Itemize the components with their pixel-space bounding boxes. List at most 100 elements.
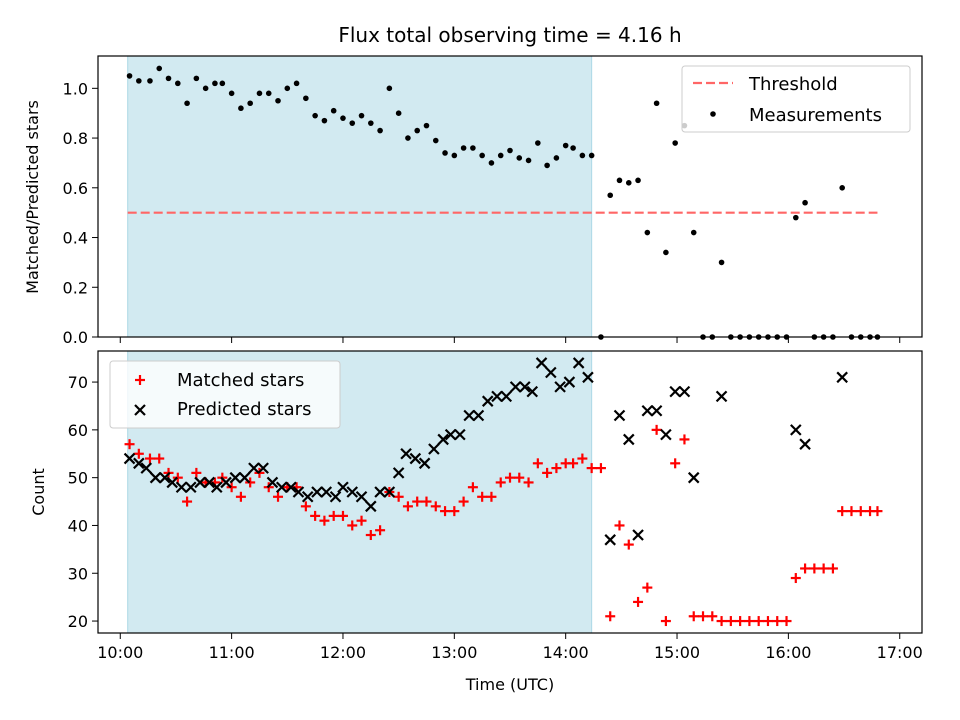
matched-point	[449, 506, 460, 517]
top-ytick-label: 0.0	[63, 328, 88, 347]
legend-x-mark	[134, 404, 146, 416]
matched-point	[642, 582, 653, 593]
bottom-ytick-label: 70	[68, 373, 88, 392]
matched-point	[698, 611, 709, 622]
predicted-point	[481, 395, 494, 407]
xtick-label: 10:00	[97, 643, 143, 662]
legend-measurements-label: Measurements	[749, 105, 882, 126]
matched-point	[542, 467, 553, 478]
predicted-point	[229, 471, 242, 484]
measurement-point	[544, 162, 550, 169]
measurement-point	[303, 95, 309, 102]
predicted-point	[194, 476, 206, 489]
matched-point	[707, 611, 718, 622]
measurement-point	[588, 152, 595, 159]
predicted-point	[238, 471, 251, 484]
matched-point	[586, 463, 597, 474]
predicted-point	[292, 486, 305, 498]
matched-point	[716, 616, 727, 627]
measurement-point	[607, 192, 614, 199]
matched-point	[679, 434, 690, 445]
predicted-point	[285, 481, 297, 493]
measurement-point	[570, 145, 576, 151]
top-axes-frame	[97, 55, 923, 338]
legend-predicted-swatch	[134, 404, 146, 416]
matched-point	[744, 616, 755, 627]
measurement-point	[525, 157, 532, 164]
matched-point	[688, 611, 699, 622]
predicted-point	[641, 404, 654, 417]
measurement-point	[284, 85, 291, 92]
predicted-point	[409, 452, 422, 465]
matched-point	[595, 463, 606, 474]
matched-point	[337, 510, 348, 521]
matched-point	[495, 477, 506, 488]
xtick-label: 16:00	[765, 643, 811, 662]
xtick-label: 14:00	[543, 643, 589, 662]
measurement-point	[488, 160, 495, 166]
legend-matched-swatch	[135, 375, 145, 385]
legend-matched-label: Matched stars	[177, 370, 304, 391]
bottom-legend: Matched stars Predicted stars	[109, 360, 341, 429]
matched-point	[623, 539, 634, 550]
predicted-point	[133, 457, 145, 470]
xtick-label: 13:00	[431, 643, 477, 662]
matched-point	[855, 506, 866, 517]
matched-point	[753, 616, 764, 627]
measurement-point	[126, 73, 133, 79]
measurement-point	[507, 147, 513, 154]
predicted-point	[159, 471, 171, 484]
measurement-point	[423, 122, 430, 129]
measurement-point	[212, 80, 218, 87]
measurement-point	[405, 135, 411, 141]
legend-measurements-swatch	[710, 111, 716, 117]
bottom-ytick-label: 30	[68, 564, 88, 583]
matched-point	[393, 491, 404, 502]
measurement-point	[635, 177, 641, 184]
predicted-point	[257, 462, 269, 474]
predicted-stars-series	[123, 357, 848, 546]
matched-point	[440, 506, 451, 517]
matched-point	[421, 496, 432, 507]
measurement-point	[579, 152, 586, 159]
predicted-point	[329, 491, 342, 503]
predicted-point	[418, 457, 431, 470]
predicted-point	[301, 491, 314, 503]
predicted-point	[346, 486, 359, 498]
measurement-point	[275, 97, 281, 104]
matched-point	[347, 520, 358, 531]
measurement-point	[516, 155, 523, 161]
measurement-point	[616, 177, 623, 184]
measurement-point	[672, 140, 678, 146]
measurement-point	[386, 85, 393, 92]
measurement-point	[156, 65, 163, 72]
bottom-axes-frame	[97, 350, 923, 634]
predicted-point	[392, 467, 405, 479]
predicted-point	[715, 390, 728, 403]
measurement-point	[340, 115, 346, 121]
predicted-point	[149, 471, 162, 484]
matched-point	[523, 477, 534, 488]
measurement-point	[247, 100, 253, 107]
measurement-point	[562, 142, 569, 149]
matched-point	[872, 506, 883, 517]
xtick-label: 11:00	[209, 643, 255, 662]
matched-point	[375, 525, 386, 536]
predicted-point	[337, 481, 349, 493]
matched-point	[837, 506, 848, 517]
matched-point	[172, 472, 183, 483]
matched-point	[781, 616, 792, 627]
predicted-point	[428, 443, 440, 455]
measurement-point	[395, 110, 402, 116]
predicted-point	[400, 447, 412, 460]
predicted-point	[500, 390, 513, 403]
matched-point	[809, 563, 820, 574]
matched-point	[154, 453, 165, 464]
bottom-y-axis-label: Count	[29, 468, 48, 516]
matched-point	[514, 472, 525, 483]
predicted-point	[660, 428, 672, 441]
matched-point	[568, 458, 579, 469]
measurement-point	[802, 199, 808, 206]
measurement-point	[358, 112, 365, 119]
predicted-point	[669, 385, 681, 398]
